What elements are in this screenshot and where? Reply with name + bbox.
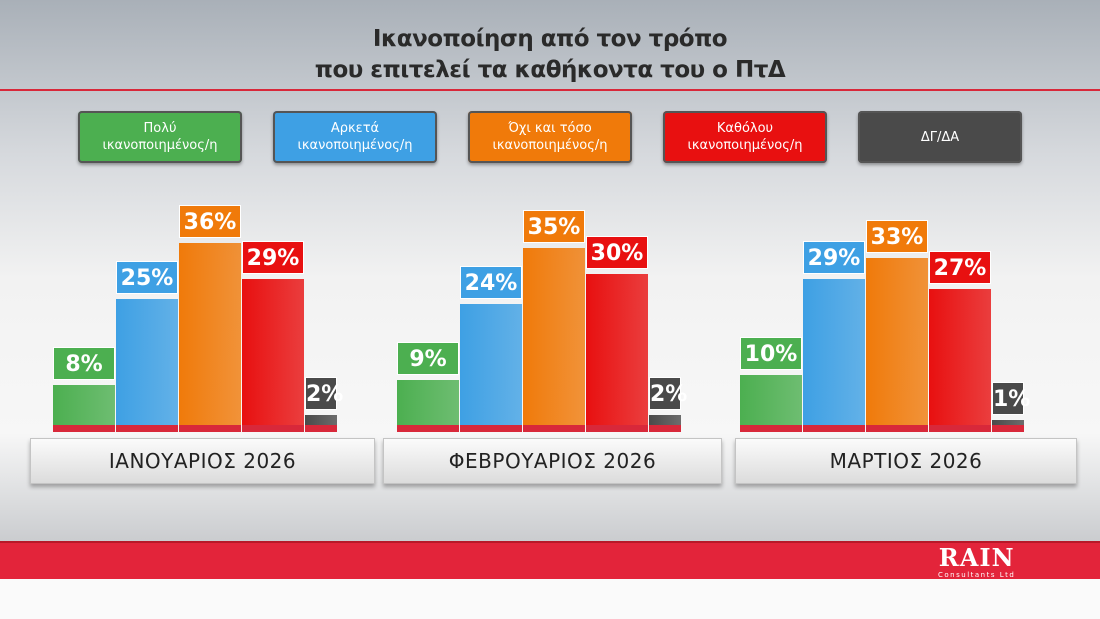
bar <box>866 258 928 432</box>
bar <box>803 278 865 432</box>
legend-label: Πολύ <box>143 121 177 136</box>
legend-item: Πολύ ικανοποιημένος/η <box>78 111 242 163</box>
rain-logo: RAIN Consultants Ltd <box>938 543 1016 580</box>
data-label: 24% <box>460 265 522 299</box>
legend-label: ικανοποιημένος/η <box>297 138 413 153</box>
data-label: 29% <box>242 240 304 274</box>
legend-label: Καθόλου <box>716 121 774 136</box>
data-label: 2% <box>649 376 687 410</box>
data-label: 29% <box>803 240 865 274</box>
data-label: 27% <box>929 250 991 284</box>
bar <box>53 384 115 432</box>
data-label: 2% <box>305 376 343 410</box>
legend-item: Όχι και τόσο ικανοποιημένος/η <box>468 111 632 163</box>
logo-subtitle: Consultants Ltd <box>938 571 1016 579</box>
bar <box>397 379 459 432</box>
bar <box>116 298 178 432</box>
data-label: 36% <box>179 205 241 239</box>
data-label: 33% <box>866 220 928 254</box>
legend-label: ικανοποιημένος/η <box>492 138 608 153</box>
legend-label: ικανοποιημένος/η <box>102 138 218 153</box>
legend-label: Όχι και τόσο <box>508 121 592 136</box>
legend-label: ικανοποιημένος/η <box>687 138 803 153</box>
data-label: 9% <box>397 341 459 375</box>
data-label: 35% <box>523 210 585 244</box>
category-label: ΙΑΝΟΥΑΡΙΟΣ 2026 <box>30 438 375 484</box>
chart-title: Ικανοποίηση από τον τρόπο που επιτελεί τ… <box>0 24 1100 86</box>
title-line-2: που επιτελεί τα καθήκοντα του ο ΠτΔ <box>314 57 786 83</box>
legend-label: ΔΓ/ΔΑ <box>920 129 960 145</box>
title-divider <box>0 89 1100 91</box>
data-label: 8% <box>53 346 115 380</box>
bar <box>523 248 585 432</box>
bar <box>929 288 991 432</box>
legend-item: Καθόλου ικανοποιημένος/η <box>663 111 827 163</box>
legend-item: Αρκετά ικανοποιημένος/η <box>273 111 437 163</box>
legend-item: ΔΓ/ΔΑ <box>858 111 1022 163</box>
footer-white <box>0 579 1100 619</box>
logo-name: RAIN <box>938 543 1015 572</box>
bar <box>179 243 241 432</box>
bar <box>586 273 648 432</box>
bar <box>242 278 304 432</box>
data-label: 1% <box>992 381 1030 415</box>
title-line-1: Ικανοποίηση από τον τρόπο <box>372 26 728 52</box>
category-label: ΦΕΒΡΟΥΑΡΙΟΣ 2026 <box>383 438 722 484</box>
data-label: 30% <box>586 235 648 269</box>
bar <box>740 374 802 432</box>
legend-label: Αρκετά <box>330 121 380 136</box>
bar <box>992 419 1024 432</box>
data-label: 25% <box>116 260 178 294</box>
bar <box>305 414 337 432</box>
bar <box>649 414 681 432</box>
category-label: ΜΑΡΤΙΟΣ 2026 <box>735 438 1077 484</box>
footer-band <box>0 541 1100 581</box>
bar <box>460 303 522 432</box>
data-label: 10% <box>740 336 802 370</box>
